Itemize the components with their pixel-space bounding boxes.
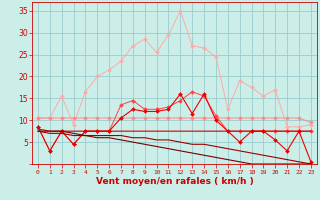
X-axis label: Vent moyen/en rafales ( km/h ): Vent moyen/en rafales ( km/h ) [96,177,253,186]
